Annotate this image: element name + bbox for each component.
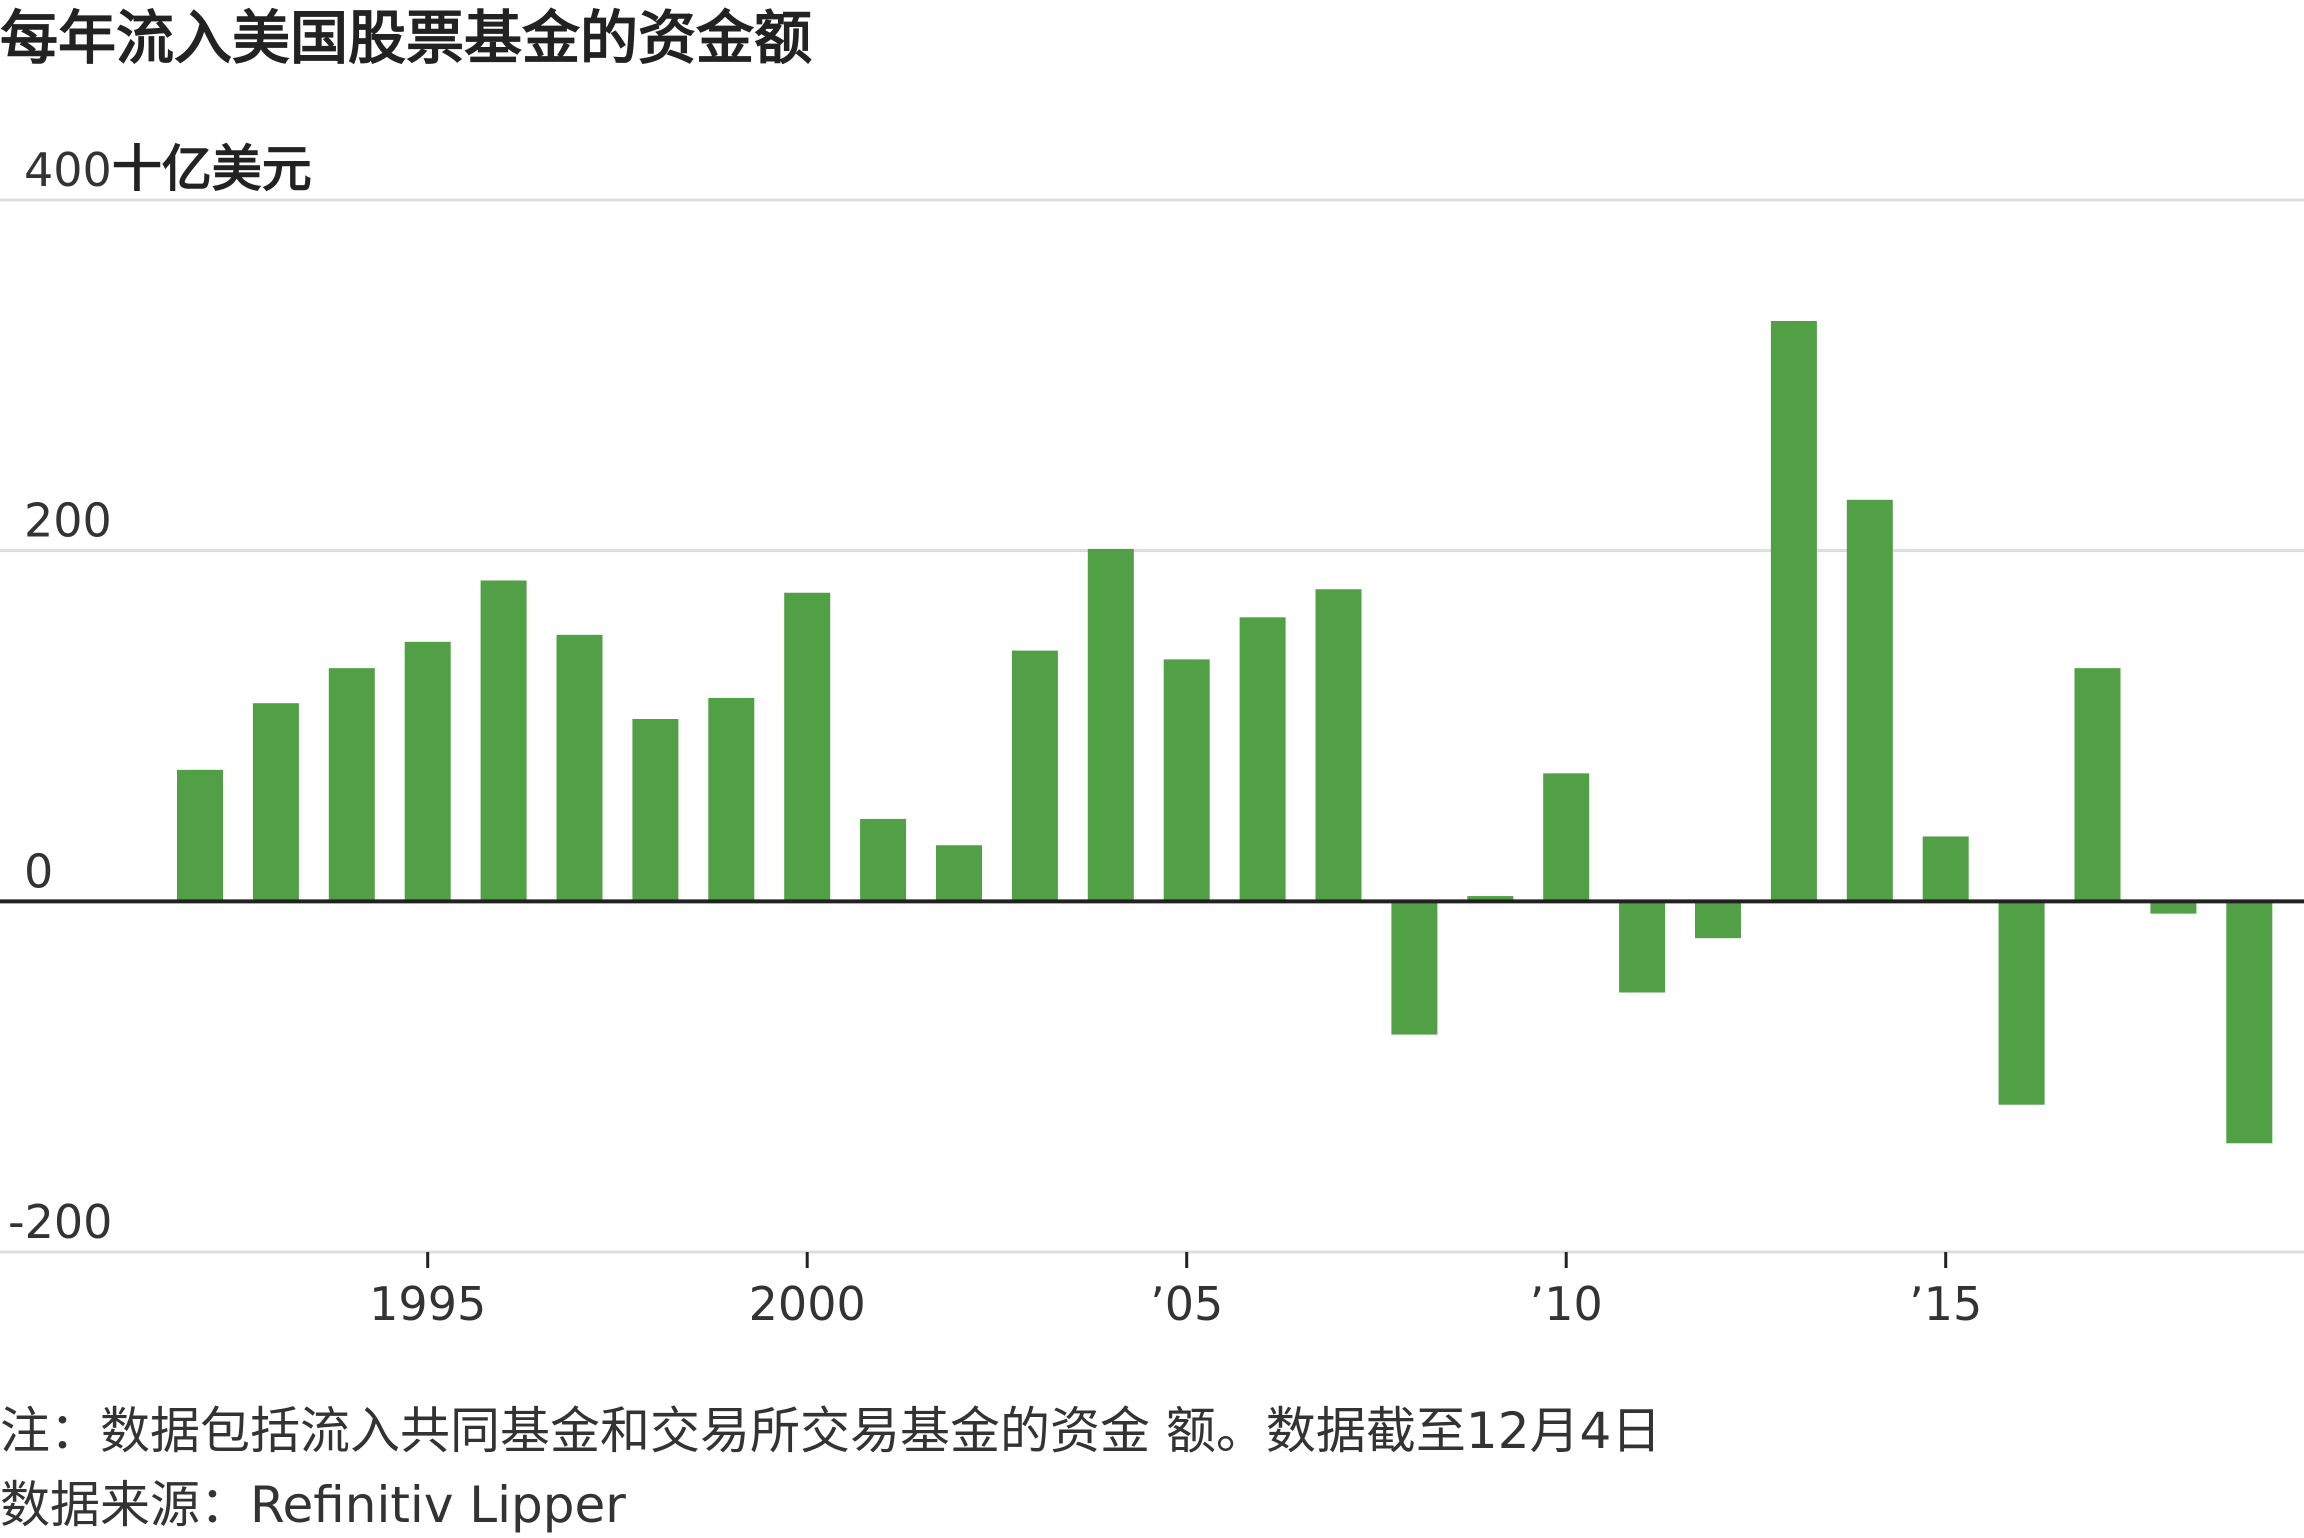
y-axis-labels: 400十亿美元 200 0 -200 [8,140,312,1249]
bar-1999 [708,697,755,902]
bar-2017 [2074,668,2121,902]
bar-2018 [2150,901,2197,914]
bar-2015 [1922,836,1969,902]
bar-2001 [860,818,907,902]
bar-2016 [1998,901,2045,1105]
x-tick-label: ’10 [1530,1277,1603,1331]
x-tick-label: ’05 [1150,1277,1223,1331]
x-tick-label: 1995 [369,1277,486,1331]
note-text: 注：数据包括流入共同基金和交易所交易基金的资金 额。数据截至12月4日 [0,1402,1661,1460]
bar-2004 [1087,548,1134,902]
bar-2019 [2226,901,2273,1144]
x-tick-label: ’15 [1909,1277,1982,1331]
y-tick-label: 200 [24,494,112,548]
bar-1996 [480,580,527,902]
bar-2003 [1011,650,1058,902]
bar-2009 [1467,896,1514,902]
bar-2013 [1770,320,1817,902]
bar-1997 [556,634,603,902]
bar-2000 [784,592,831,902]
bar-2008 [1391,901,1438,1035]
bar-2006 [1239,617,1286,902]
bar-1995 [404,641,451,902]
bar-2014 [1846,499,1893,902]
bar-1993 [252,703,299,902]
y-tick-label: -200 [8,1195,112,1249]
y-tick-label: 400十亿美元 [24,140,312,198]
y-unit-label: 十亿美元 [112,140,312,198]
bar-2007 [1315,589,1362,902]
bar-1992 [177,769,223,902]
bar-2002 [936,845,982,902]
bar-1998 [632,718,679,902]
bar-2012 [1695,901,1741,939]
chart-title: 每年流入美国股票基金的资金额 [0,4,812,72]
bars [177,320,2273,1144]
source-text: 数据来源：Refinitiv Lipper [0,1476,626,1534]
gridlines [0,198,2304,1254]
bar-2005 [1163,659,1210,902]
x-axis: 1995 2000 ’05 ’10 ’15 [369,1252,1982,1331]
y-tick-label: 0 [24,844,53,898]
bar-2011 [1619,901,1666,993]
bar-2010 [1543,773,1590,902]
x-tick-label: 2000 [749,1277,866,1331]
bar-1994 [328,668,375,902]
